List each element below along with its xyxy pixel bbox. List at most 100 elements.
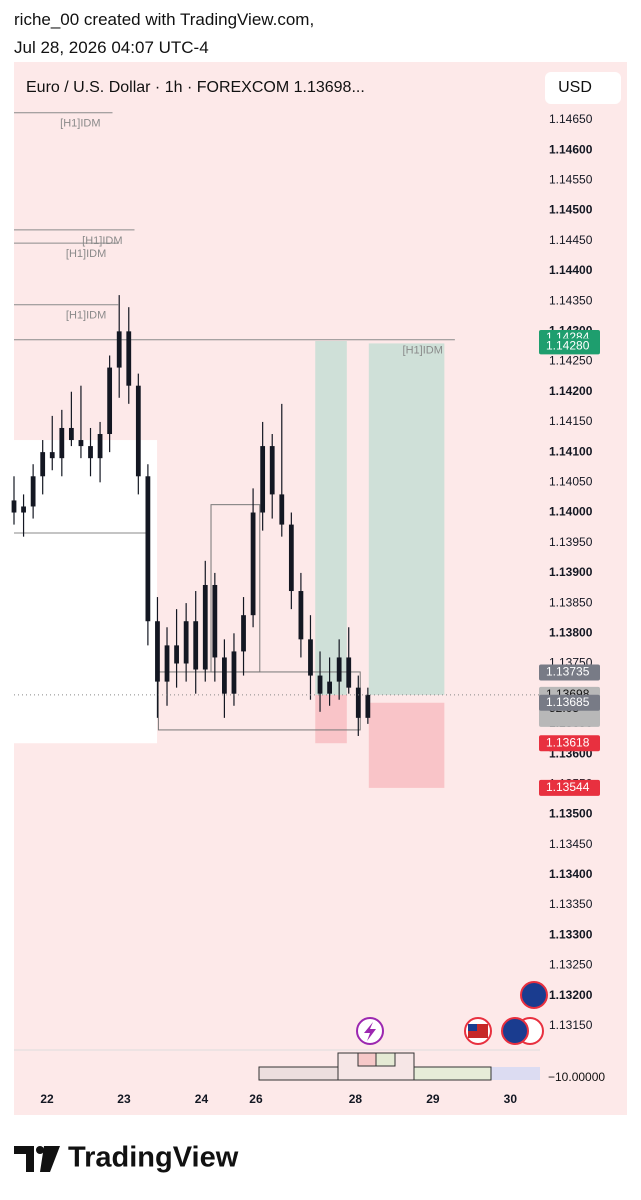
candle-body <box>68 427 74 441</box>
level-label: [H1]IDM <box>66 310 106 322</box>
y-tick-label: 1.13800 <box>549 625 593 639</box>
logo-mark <box>36 1146 44 1154</box>
indicator-box <box>491 1067 540 1080</box>
price-label: 1.13685 <box>546 695 590 709</box>
candle-body <box>49 452 55 459</box>
candle-body <box>78 440 84 447</box>
candle-body <box>336 657 342 682</box>
candle-body <box>21 506 26 513</box>
candle-body <box>327 681 332 694</box>
y-tick-label: 1.14200 <box>549 384 593 398</box>
brand: TradingView <box>68 1142 239 1174</box>
candle-body <box>231 651 237 694</box>
y-tick-label: 1.13350 <box>549 897 593 911</box>
x-tick-label: 23 <box>117 1092 131 1106</box>
zone <box>368 343 445 695</box>
price-label-box <box>539 664 600 681</box>
price-label: 1.14280 <box>546 339 590 353</box>
event-icon[interactable] <box>501 1017 529 1045</box>
zone <box>368 702 445 788</box>
candle-body <box>308 639 313 676</box>
flag <box>468 1024 477 1031</box>
chart-title: Euro / U.S. Dollar · 1h · FOREXCOM 1.136… <box>26 79 365 96</box>
indicator-box <box>375 1052 396 1067</box>
candle-body <box>250 512 256 616</box>
x-tick-label: 28 <box>349 1092 363 1106</box>
candle-body <box>222 657 227 694</box>
price-label: 1.13544 <box>546 780 590 794</box>
indicator-box <box>413 1066 492 1081</box>
candle-body <box>260 446 266 513</box>
plot: [H1]IDM[H1]IDM[H1]IDM[H1]IDM[H1]IDM1.131… <box>11 112 600 1106</box>
candle-body <box>202 584 208 670</box>
y-tick-label: 1.14350 <box>549 293 593 307</box>
price-label-box <box>539 338 600 355</box>
y-tick-label: 1.13150 <box>549 1018 593 1032</box>
candle-body <box>155 621 160 682</box>
candle-body <box>288 524 294 592</box>
candle-body <box>88 446 93 459</box>
x-tick-label: 29 <box>426 1092 440 1106</box>
logo-mark <box>14 1146 60 1172</box>
lightning <box>364 1022 376 1041</box>
candle-body <box>97 434 103 459</box>
y-tick-label: 1.14150 <box>549 414 593 428</box>
candle-body <box>145 476 151 622</box>
currency-button[interactable] <box>545 72 621 104</box>
y-tick-label: 1.13450 <box>549 837 593 851</box>
level-label: [H1]IDM <box>66 248 106 260</box>
y-tick-label: 1.14400 <box>549 263 593 277</box>
candle-body <box>164 645 170 682</box>
x-tick-label: 30 <box>504 1092 518 1106</box>
candle-body <box>355 687 361 718</box>
price-label-box <box>539 779 600 796</box>
indicator-box <box>357 1052 377 1067</box>
y-tick-label: 1.13250 <box>549 958 593 972</box>
candle-body <box>59 427 65 459</box>
y-tick-label: 1.14050 <box>549 474 593 488</box>
candle-body <box>346 657 352 688</box>
currency[interactable]: USD <box>558 79 592 96</box>
y-tick-label: 1.14250 <box>549 354 593 368</box>
y-tick-label: 1.14000 <box>549 505 593 519</box>
candle-body <box>279 494 285 525</box>
y-tick-label: 1.13850 <box>549 595 593 609</box>
x-tick-label: 24 <box>195 1092 209 1106</box>
candle-body <box>298 591 304 640</box>
y-tick-label: 1.13400 <box>549 867 593 881</box>
candle-body <box>11 500 17 513</box>
level-label: [H1]IDM <box>82 235 122 247</box>
x-tick-label: 26 <box>249 1092 263 1106</box>
zone <box>14 440 158 744</box>
x-tick-label: 22 <box>40 1092 54 1106</box>
candle-body <box>30 476 36 507</box>
y-tick-label: 1.14450 <box>549 233 593 247</box>
price-label: 1.13735 <box>546 665 590 679</box>
zone <box>315 341 347 695</box>
candle-body <box>212 584 218 658</box>
y-tick-label: 1.14500 <box>549 203 593 217</box>
y-tick-label: 1.13900 <box>549 565 593 579</box>
y-tick-label: 1.14650 <box>549 112 593 126</box>
candle-body <box>241 615 246 652</box>
candle-body <box>126 331 132 386</box>
candle-body <box>269 446 275 495</box>
candle-body <box>365 694 371 718</box>
candle-body <box>317 675 323 694</box>
y-tick-label: 1.13500 <box>549 807 593 821</box>
indicator-label: −10.00000 <box>548 1070 605 1084</box>
header-line: riche_00 created with TradingView.com, <box>14 10 315 29</box>
y-tick-label: 1.13200 <box>549 988 593 1002</box>
price-label: 1.13618 <box>546 735 590 749</box>
level-label: [H1]IDM <box>403 345 443 357</box>
y-tick-label: 1.14550 <box>549 173 593 187</box>
candle-body <box>174 645 179 664</box>
header-line: Jul 28, 2026 04:07 UTC-4 <box>14 38 209 57</box>
y-tick-label: 1.13300 <box>549 927 593 941</box>
candle-body <box>107 367 113 435</box>
event-icon[interactable] <box>520 981 548 1009</box>
y-tick-label: 1.13950 <box>549 535 593 549</box>
level-label: [H1]IDM <box>60 118 100 130</box>
candle-body <box>193 621 199 670</box>
